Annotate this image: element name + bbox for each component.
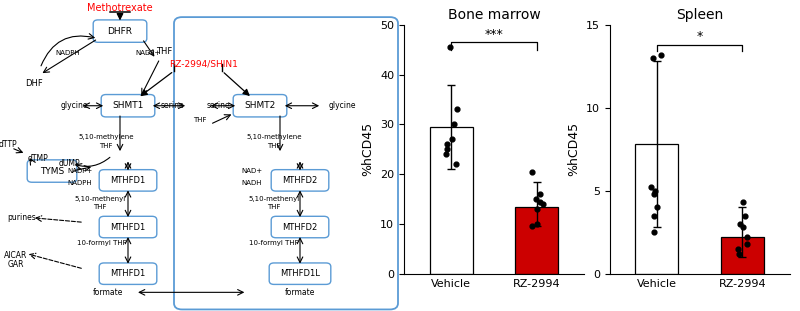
Text: *: *: [697, 30, 702, 43]
Text: NADP+: NADP+: [135, 50, 161, 56]
Text: DHF: DHF: [25, 80, 43, 88]
Text: ***: ***: [485, 28, 503, 41]
FancyBboxPatch shape: [27, 160, 77, 182]
Text: RZ-2994/SHIN1: RZ-2994/SHIN1: [170, 59, 238, 68]
Text: MTHFD1: MTHFD1: [110, 176, 146, 185]
Point: [649, 188, 662, 193]
Point: [650, 205, 663, 210]
Point: [536, 202, 549, 207]
Point: [439, 152, 452, 157]
Point: [526, 224, 538, 229]
Text: MTHFD2: MTHFD2: [282, 176, 318, 185]
FancyBboxPatch shape: [174, 17, 398, 309]
Point: [648, 192, 661, 197]
FancyBboxPatch shape: [271, 216, 329, 238]
Bar: [721, 237, 764, 274]
Text: MTHFD1: MTHFD1: [110, 223, 146, 231]
FancyBboxPatch shape: [99, 216, 157, 238]
Text: serine: serine: [206, 101, 230, 110]
Text: serine: serine: [160, 101, 184, 110]
Point: [530, 197, 542, 202]
FancyBboxPatch shape: [234, 95, 287, 117]
Bar: [515, 207, 558, 274]
Text: 10-formyl THF: 10-formyl THF: [249, 239, 299, 246]
Text: NADPH: NADPH: [68, 180, 92, 187]
Text: SHMT2: SHMT2: [244, 101, 276, 110]
Point: [738, 213, 751, 218]
FancyBboxPatch shape: [99, 170, 157, 191]
Point: [534, 192, 546, 197]
Y-axis label: %hCD45: %hCD45: [567, 122, 580, 176]
Point: [443, 45, 456, 50]
Text: 5,10-methylene: 5,10-methylene: [78, 134, 134, 140]
FancyBboxPatch shape: [99, 263, 157, 284]
Point: [648, 230, 661, 235]
Text: dUMP: dUMP: [58, 159, 80, 168]
Point: [446, 137, 458, 142]
Text: THF: THF: [267, 204, 281, 210]
Text: THF: THF: [194, 117, 206, 123]
Text: SHMT1: SHMT1: [112, 101, 144, 110]
Text: formate: formate: [285, 288, 315, 297]
Point: [531, 207, 544, 211]
Text: MTHFD1L: MTHFD1L: [280, 269, 320, 278]
Point: [741, 235, 754, 240]
Point: [731, 246, 744, 251]
Point: [736, 225, 749, 230]
Point: [447, 122, 460, 127]
Title: Spleen: Spleen: [676, 8, 723, 22]
Text: NADP+: NADP+: [67, 168, 93, 174]
Point: [441, 142, 454, 147]
Point: [449, 162, 462, 167]
Bar: [635, 144, 678, 274]
FancyBboxPatch shape: [93, 20, 147, 42]
Point: [648, 213, 661, 218]
Point: [441, 147, 454, 152]
Point: [533, 199, 546, 204]
FancyBboxPatch shape: [102, 95, 155, 117]
Point: [530, 221, 543, 226]
Text: THF: THF: [99, 143, 113, 149]
Text: NADPH: NADPH: [56, 50, 80, 56]
Text: DHFR: DHFR: [107, 27, 133, 35]
Text: 10-formyl THF: 10-formyl THF: [77, 239, 127, 246]
Point: [450, 107, 463, 112]
Text: MTHFD1: MTHFD1: [110, 269, 146, 278]
Text: THF: THF: [94, 204, 106, 210]
Text: Methotrexate: Methotrexate: [87, 3, 153, 13]
Text: MTHFD2: MTHFD2: [282, 223, 318, 231]
Text: THF: THF: [156, 47, 172, 56]
Point: [734, 221, 746, 226]
Point: [737, 200, 750, 205]
Point: [526, 169, 538, 174]
Text: 5,10-methylene: 5,10-methylene: [246, 134, 302, 140]
Title: Bone marrow: Bone marrow: [448, 8, 540, 22]
Point: [646, 56, 659, 61]
Text: dTMP: dTMP: [28, 154, 48, 163]
Text: formate: formate: [93, 288, 123, 297]
Text: purines: purines: [8, 213, 36, 222]
Text: dTTP: dTTP: [0, 140, 18, 149]
Point: [654, 52, 667, 57]
Text: THF: THF: [267, 143, 281, 149]
Text: glycine: glycine: [328, 101, 356, 110]
Bar: [430, 127, 473, 274]
Text: NADH: NADH: [242, 180, 262, 187]
Text: NAD+: NAD+: [242, 168, 262, 174]
Y-axis label: %hCD45: %hCD45: [362, 122, 374, 176]
Text: 5,10-methenyl: 5,10-methenyl: [248, 196, 300, 202]
Point: [733, 251, 746, 256]
Text: GAR: GAR: [8, 260, 24, 269]
FancyBboxPatch shape: [269, 263, 331, 284]
Text: AICAR: AICAR: [4, 251, 28, 259]
FancyBboxPatch shape: [271, 170, 329, 191]
Point: [741, 241, 754, 246]
Text: glycine: glycine: [60, 101, 88, 110]
Text: 5,10-methenyl: 5,10-methenyl: [74, 196, 126, 202]
Point: [645, 185, 658, 190]
Text: TYMS: TYMS: [40, 167, 64, 175]
